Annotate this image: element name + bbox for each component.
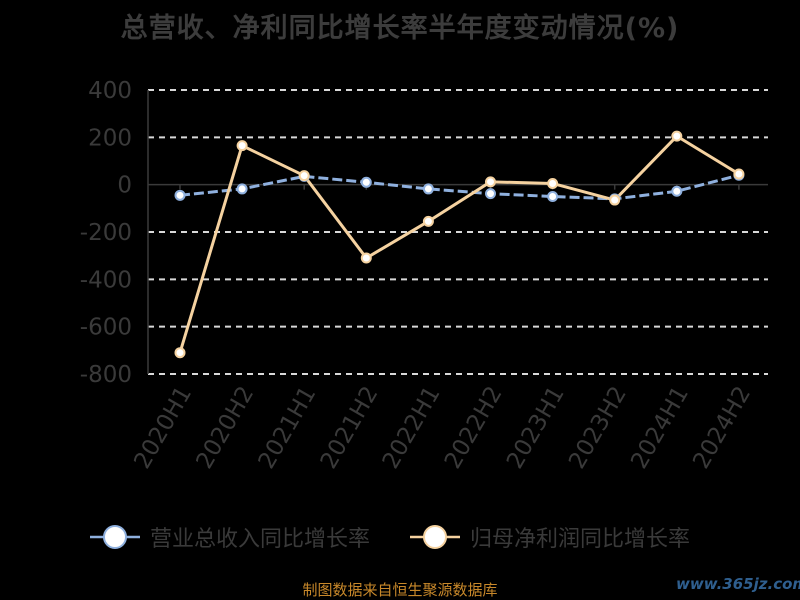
data-point-s1-2 <box>298 170 310 182</box>
data-point-s1-1 <box>236 140 248 152</box>
series-line-0 <box>179 173 740 201</box>
data-point-s0-3 <box>360 176 372 188</box>
data-point-s1-9 <box>733 168 745 180</box>
data-point-s1-5 <box>485 176 496 188</box>
legend-marker-profit <box>410 525 460 549</box>
x-tick-label: 2023H2 <box>564 382 632 473</box>
data-point-s1-6 <box>547 177 559 189</box>
legend-marker-revenue <box>90 525 140 549</box>
data-point-s1-3 <box>360 252 372 264</box>
x-tick-label: 2024H2 <box>688 382 756 473</box>
x-tick-label: 2021H2 <box>316 382 384 473</box>
y-tick-label: -800 <box>80 362 132 388</box>
x-tick-label: 2023H1 <box>502 382 570 473</box>
data-point-s0-4 <box>422 183 434 195</box>
data-point-s0-1 <box>236 183 248 195</box>
legend-item-profit[interactable]: 归母净利润同比增长率 <box>410 522 690 552</box>
x-tick-label: 2021H1 <box>254 382 322 473</box>
y-tick-label: -400 <box>80 267 132 293</box>
x-tick-label: 2022H1 <box>378 382 446 473</box>
y-tick-label: 400 <box>88 78 132 104</box>
y-tick-label: -600 <box>80 315 132 341</box>
data-point-s1-0 <box>174 347 186 359</box>
legend-item-revenue[interactable]: 营业总收入同比增长率 <box>90 522 370 552</box>
x-tick-label: 2020H2 <box>192 382 260 473</box>
x-tick-label: 2020H1 <box>129 382 197 473</box>
watermark: www.365jz.com <box>676 575 800 593</box>
y-tick-label: -200 <box>80 220 132 246</box>
data-point-s0-5 <box>485 188 496 200</box>
data-point-s1-8 <box>671 130 683 142</box>
y-tick-label: 200 <box>88 125 132 151</box>
chart-title: 总营收、净利同比增长率半年度变动情况(%) <box>120 13 680 44</box>
legend-label-revenue: 营业总收入同比增长率 <box>150 527 371 552</box>
data-point-s0-8 <box>671 185 683 197</box>
data-point-s0-6 <box>547 191 559 202</box>
series-line-1 <box>178 134 740 354</box>
data-point-s1-4 <box>422 215 434 227</box>
x-tick-label: 2024H1 <box>626 382 694 473</box>
legend-label-profit: 归母净利润同比增长率 <box>470 527 691 552</box>
data-point-s0-0 <box>174 189 186 201</box>
y-tick-label: 0 <box>117 173 132 199</box>
source-note: 制图数据来自恒生聚源数据库 <box>302 581 498 599</box>
data-point-s1-7 <box>609 194 621 206</box>
x-tick-label: 2022H2 <box>440 382 508 473</box>
